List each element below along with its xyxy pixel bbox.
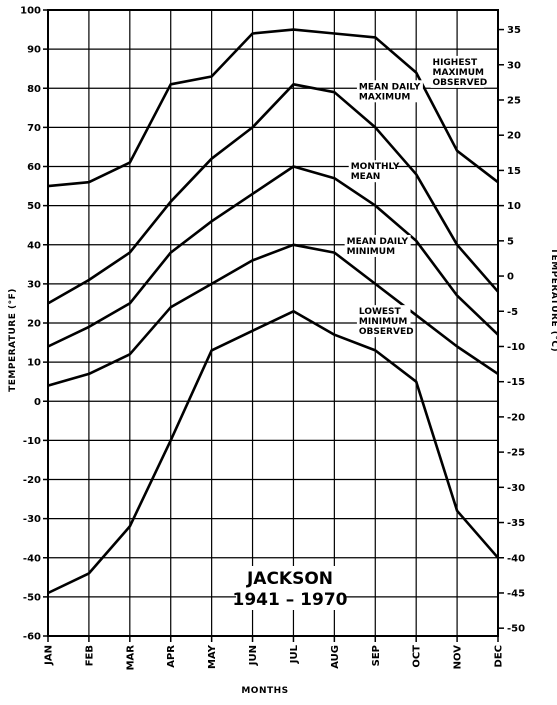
month-tick-label: NOV [453,645,464,670]
right-tick-label: -35 [507,518,525,529]
series-label: MINIMUM [347,247,395,257]
month-tick-label: OCT [412,645,423,668]
right-tick-label: 35 [507,25,521,36]
left-tick-label: 30 [27,279,41,290]
right-tick-label: -30 [507,483,525,494]
right-tick-label: -20 [507,412,525,423]
right-tick-label: 15 [507,166,521,177]
y-axis-title-left: TEMPERATURE (°F) [8,288,18,392]
series-monthly-mean [47,165,499,348]
series-label: HIGHEST [433,58,478,68]
month-tick-label: JUN [248,645,259,666]
series-mean-daily-maximum [47,83,499,305]
left-tick-label: -30 [23,514,41,525]
right-tick-label: 0 [507,272,514,283]
right-tick-label: 20 [507,131,521,142]
left-tick-label: 0 [34,397,41,408]
left-tick-label: -10 [23,436,41,447]
x-axis-title: MONTHS [241,686,288,696]
month-axis: JAN FEB MAR APR MAY JUN JUL AUG SEP OCT NOV DEC [44,636,505,670]
left-tick-label: -20 [23,475,41,486]
left-tick-label: 50 [27,201,41,212]
right-tick-label: 25 [507,95,521,106]
station-label-box [236,566,346,610]
right-tick-label: 30 [507,60,521,71]
series-lowest-minimum [47,310,499,595]
series-label-bg [344,234,411,257]
right-tick-label: -5 [507,307,518,318]
left-tick-label: -50 [23,592,41,603]
series-label-bg [348,160,397,183]
left-tick-label: 70 [27,123,41,134]
series-label: MINIMUM [359,317,407,327]
month-tick-label: APR [166,645,177,668]
series-highest-maximum [47,28,499,188]
month-tick-label: MAY [207,644,218,669]
month-tick-label: DEC [494,645,505,667]
month-tick-label: AUG [330,645,341,669]
left-tick-label: 10 [27,358,41,369]
right-tick-label: -15 [507,377,525,388]
series-label: OBSERVED [433,78,488,88]
left-tick-label: 100 [20,6,41,17]
series-mean-daily-minimum [47,243,499,387]
station-period: 1941 – 1970 [233,590,348,610]
left-tick-label: -60 [23,632,41,643]
y-axis-title-right: TEMPERATURE (°C) [549,248,557,352]
series-label: MAXIMUM [359,92,410,102]
right-tick-label: -45 [507,588,525,599]
right-tick-label: 5 [507,236,514,247]
series-label-bg [356,305,411,338]
left-tick-label: 20 [27,319,41,330]
month-tick-label: JUL [289,644,300,664]
series-label: OBSERVED [359,327,414,337]
left-tick-label: 60 [27,162,41,173]
right-tick-label: -50 [507,624,525,635]
month-tick-label: MAR [125,645,136,671]
left-tick-label: 80 [27,84,41,95]
series-lines [47,28,499,595]
right-axis-celsius: 35 30 25 20 15 10 5 0 -5 -10 -15 -20 -25 -30 -35 -40 -45… [498,25,525,635]
series-label-bg [430,55,485,88]
series-label: MEAN [351,172,381,182]
right-tick-label: -40 [507,553,525,564]
month-tick-label: JAN [44,645,55,666]
left-tick-label: 90 [27,45,41,56]
series-label: LOWEST [359,307,402,317]
left-tick-label: -40 [23,553,41,564]
right-tick-label: -10 [507,342,525,353]
series-label: MAXIMUM [433,68,484,78]
left-tick-label: 40 [27,240,41,251]
right-tick-label: -25 [507,448,525,459]
series-label-bg [356,80,423,103]
right-tick-label: 10 [507,201,521,212]
month-tick-label: FEB [84,645,95,666]
series-label: MEAN DAILY [359,82,421,92]
series-label: MONTHLY [351,162,400,172]
series-label: MEAN DAILY [347,237,409,247]
month-tick-label: SEP [371,645,382,666]
station-name: JACKSON [246,569,333,589]
